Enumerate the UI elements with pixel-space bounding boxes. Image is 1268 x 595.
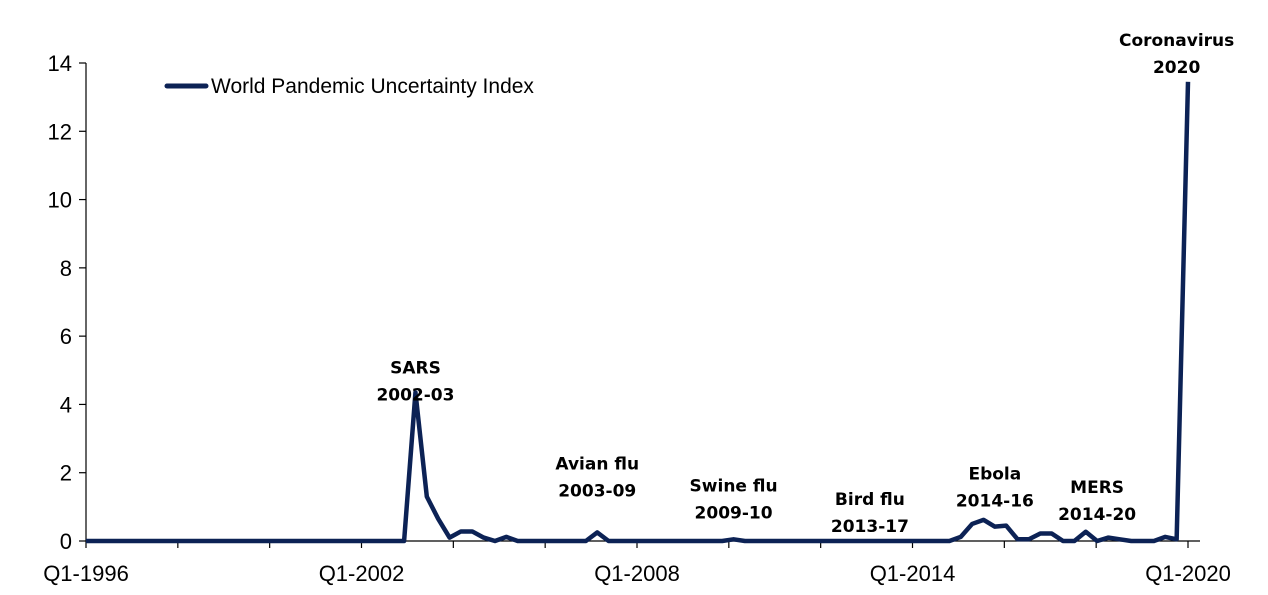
legend-label: World Pandemic Uncertainty Index xyxy=(211,75,534,98)
x-tick-label: Q1-2002 xyxy=(319,561,405,586)
annotation-label: Swine flu xyxy=(690,476,778,496)
x-tick-label: Q1-2008 xyxy=(594,561,680,586)
y-tick-label: 0 xyxy=(60,529,72,554)
x-axis-ticks: Q1-1996 Q1-2002 Q1-2008 Q1-2014 Q1-2020 xyxy=(43,541,1231,586)
annotation-label: Coronavirus xyxy=(1119,31,1234,51)
annotation-label: MERS xyxy=(1070,478,1124,498)
annotation-label: Avian flu xyxy=(555,454,639,474)
annotation-label: 2009-10 xyxy=(695,503,773,523)
y-axis-ticks: 0 2 4 6 8 10 12 14 xyxy=(48,51,86,554)
annotation-label: 2014-16 xyxy=(956,492,1034,512)
annotation-label: 2020 xyxy=(1153,58,1200,78)
annotations: SARS 2002-03 Avian flu 2003-09 Swine flu 2009… xyxy=(376,31,1234,537)
annotation-label: Bird flu xyxy=(835,490,905,510)
annotation-label: 2013-17 xyxy=(831,517,909,537)
annotation-label: 2003-09 xyxy=(558,481,636,501)
annotation-label: SARS xyxy=(390,359,441,379)
legend: World Pandemic Uncertainty Index xyxy=(164,75,534,98)
annotation-label: 2002-03 xyxy=(376,386,454,406)
y-tick-label: 8 xyxy=(60,256,72,281)
x-tick-label: Q1-1996 xyxy=(43,561,129,586)
y-tick-label: 14 xyxy=(48,51,72,76)
annotation-label: 2014-20 xyxy=(1058,505,1136,525)
series-layer xyxy=(86,81,1191,544)
y-tick-label: 2 xyxy=(60,461,72,486)
y-tick-label: 12 xyxy=(48,119,72,144)
y-tick-label: 4 xyxy=(60,392,72,417)
x-tick-label: Q1-2014 xyxy=(870,561,956,586)
y-tick-label: 6 xyxy=(60,324,72,349)
series-line-world-pandemic-uncertainty-index xyxy=(86,81,1191,544)
annotation-label: Ebola xyxy=(968,465,1021,485)
y-tick-label: 10 xyxy=(48,188,72,213)
x-tick-label: Q1-2020 xyxy=(1145,561,1231,586)
